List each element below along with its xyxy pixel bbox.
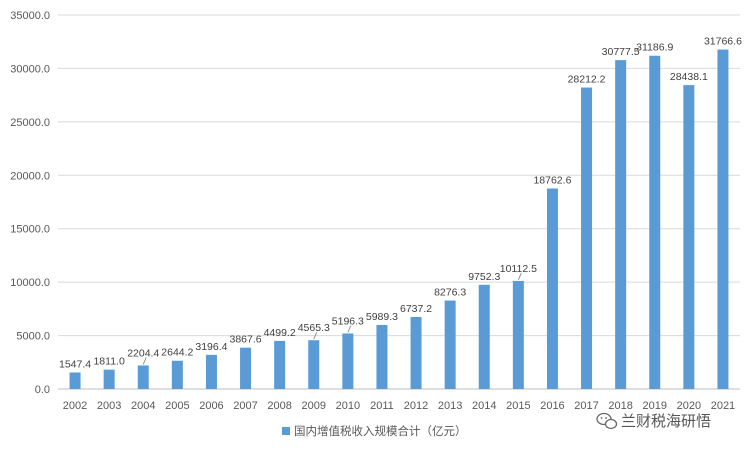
- x-tick-label: 2008: [267, 400, 291, 412]
- data-label: 4499.2: [264, 327, 296, 339]
- bar: [376, 325, 388, 389]
- x-tick-label: 2018: [608, 400, 632, 412]
- x-tick-label: 2011: [370, 400, 394, 412]
- bar: [69, 372, 81, 389]
- x-axis-tick-labels: 2002 2003 2004 2005 2006 2007 2008 2009 2010 2011…: [63, 400, 735, 412]
- gridlines: [58, 14, 740, 390]
- y-tick-label: 25000.0: [10, 117, 50, 129]
- y-tick-label: 30000.0: [10, 63, 50, 75]
- bar: [205, 354, 217, 389]
- x-tick-label: 2007: [233, 400, 257, 412]
- legend-swatch: [282, 427, 290, 435]
- x-tick-label: 2006: [199, 400, 223, 412]
- bar: [308, 340, 320, 389]
- label-leader-line: [142, 357, 147, 365]
- bar: [512, 280, 524, 389]
- data-label: 31186.9: [636, 42, 673, 54]
- legend-label: 国内增值税收入规模合计（亿元）: [294, 424, 467, 438]
- data-label: 4565.3: [298, 322, 330, 334]
- bar: [717, 49, 729, 390]
- x-tick-label: 2019: [643, 400, 667, 412]
- data-label: 31766.6: [704, 36, 742, 48]
- bar: [478, 284, 490, 389]
- y-tick-label: 20000.0: [10, 170, 50, 182]
- x-tick-label: 2015: [506, 400, 530, 412]
- wechat-logo-icon: [596, 412, 618, 430]
- x-tick-label: 2020: [677, 400, 701, 412]
- data-label: 10112.5: [500, 263, 537, 275]
- x-tick-label: 2003: [97, 400, 121, 412]
- x-tick-label: 2013: [438, 400, 462, 412]
- bar: [137, 365, 149, 389]
- data-label: 18762.6: [533, 175, 571, 187]
- data-label: 6737.2: [400, 303, 432, 315]
- bar: [444, 300, 456, 389]
- data-label: 5196.3: [332, 315, 364, 327]
- bar: [546, 188, 558, 389]
- label-leader-line: [517, 272, 522, 281]
- data-label: 2204.4: [127, 347, 159, 359]
- bar: [171, 360, 183, 389]
- label-leader-line: [347, 325, 352, 333]
- bars: [69, 49, 729, 390]
- x-tick-label: 2004: [131, 400, 155, 412]
- x-tick-label: 2009: [302, 400, 326, 412]
- x-tick-label: 2016: [540, 400, 564, 412]
- data-label: 5989.3: [366, 311, 398, 323]
- x-tick-label: 2021: [711, 400, 735, 412]
- watermark: 兰财税海研悟: [596, 412, 711, 430]
- data-label: 30777.5: [602, 46, 640, 58]
- y-tick-label: 35000.0: [10, 10, 50, 22]
- bar: [274, 340, 286, 389]
- x-tick-label: 2002: [63, 400, 87, 412]
- x-tick-label: 2017: [574, 400, 598, 412]
- bar: [649, 55, 661, 389]
- legend: 国内增值税收入规模合计（亿元）: [282, 424, 467, 438]
- x-tick-label: 2012: [404, 400, 428, 412]
- data-label: 1811.0: [93, 356, 124, 368]
- label-leader-line: [313, 332, 318, 340]
- y-tick-label: 10000.0: [10, 277, 50, 289]
- y-tick-label: 5000.0: [16, 331, 50, 343]
- data-label: 2644.2: [161, 347, 193, 359]
- watermark-text: 兰财税海研悟: [621, 412, 711, 430]
- y-tick-label: 0.0: [35, 384, 50, 396]
- bar: [342, 333, 354, 389]
- y-tick-label: 15000.0: [10, 224, 50, 236]
- data-label: 3196.4: [195, 341, 227, 353]
- x-tick-label: 2005: [165, 400, 189, 412]
- data-label: 28438.1: [670, 71, 708, 83]
- x-tick-label: 2014: [472, 400, 496, 412]
- x-tick-label: 2010: [336, 400, 360, 412]
- label-leader-lines: [142, 272, 522, 365]
- bar: [683, 85, 695, 389]
- bar: [581, 87, 593, 389]
- data-label: 1547.4: [59, 358, 91, 370]
- data-label: 3867.6: [229, 334, 261, 346]
- bar: [240, 347, 252, 389]
- data-label: 9752.3: [468, 271, 500, 283]
- data-label: 8276.3: [434, 287, 466, 299]
- y-axis-tick-labels: 0.0 5000.0 10000.0 15000.0 20000.0 25000.0 300…: [10, 10, 50, 396]
- bar: [615, 60, 627, 390]
- bar: [103, 369, 115, 389]
- data-label: 28212.2: [568, 74, 606, 86]
- bar: [410, 317, 422, 389]
